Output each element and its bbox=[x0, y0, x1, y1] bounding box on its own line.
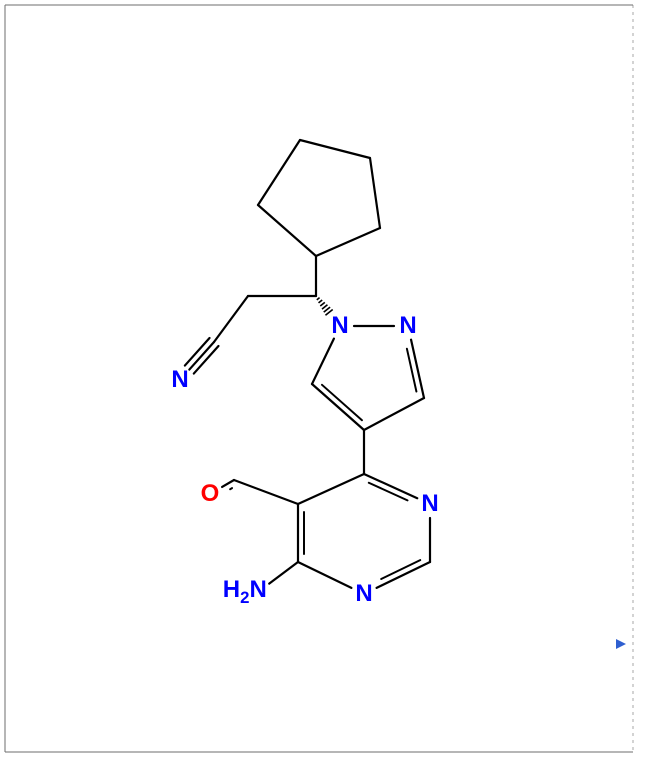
diagram-stage: NNNNNH2NO bbox=[0, 0, 652, 757]
molecule-svg bbox=[0, 0, 652, 757]
play-icon[interactable] bbox=[616, 639, 626, 649]
